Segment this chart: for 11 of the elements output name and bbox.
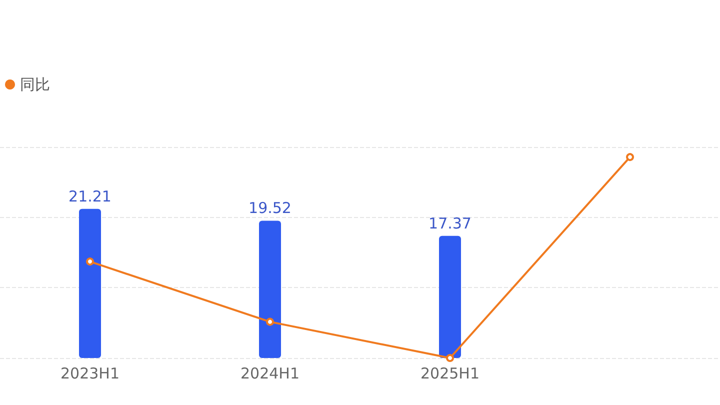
point — [446, 354, 454, 362]
point — [626, 153, 634, 162]
point — [266, 318, 274, 326]
data-label: 21.21 — [68, 187, 112, 206]
x-tick-label: 2023H1 — [60, 364, 120, 382]
legend-label: 同比 — [20, 76, 50, 94]
data-label: 19.52 — [248, 199, 292, 218]
x-tick-label: 2024H1 — [240, 364, 300, 382]
data-label: 17.37 — [428, 214, 472, 232]
point — [86, 258, 94, 266]
x-tick-label: 2025H1 — [420, 364, 480, 382]
